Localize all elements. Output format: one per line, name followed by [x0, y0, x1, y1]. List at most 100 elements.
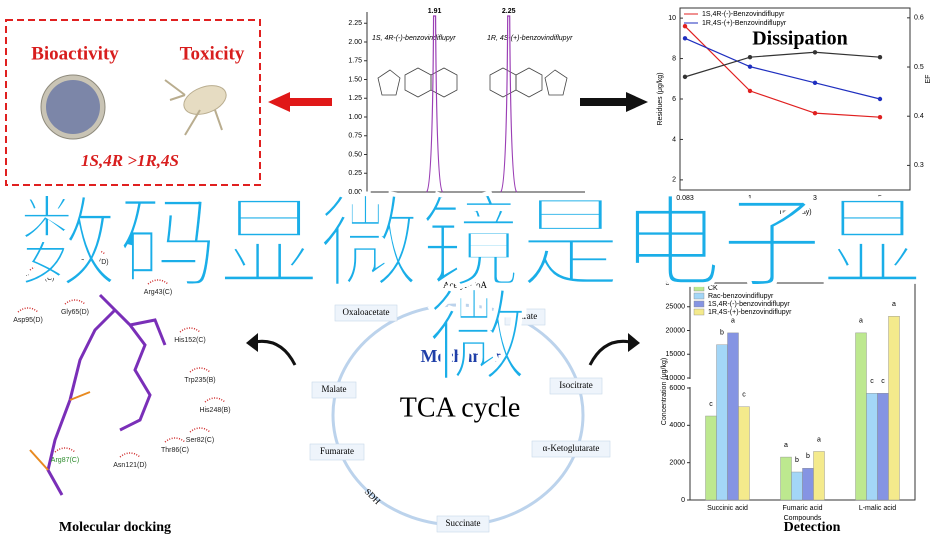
legend-swatch — [693, 292, 705, 300]
x-axis-label: Compounds — [784, 515, 822, 522]
point — [747, 64, 753, 69]
arrow-left — [268, 92, 332, 112]
y-tick-label: 0.75 — [348, 133, 362, 140]
peak-label: 2.25 — [502, 8, 516, 15]
bar — [866, 393, 878, 501]
significance-letter: a — [859, 318, 863, 325]
residue-label: Thr86(C) — [161, 447, 189, 454]
bar — [705, 415, 717, 501]
contact-arc — [84, 249, 106, 255]
point — [812, 50, 818, 55]
bioactivity-label: Bioactivity — [31, 43, 119, 64]
arrow-right — [580, 92, 648, 112]
acetyl-coa: Acetyl-CoA — [443, 280, 487, 290]
y2-tick-label: 0.5 — [914, 64, 924, 71]
point — [877, 96, 883, 102]
significance-letter: c — [881, 378, 885, 385]
series-line — [684, 51, 881, 78]
chart-title: Dissipation — [752, 28, 848, 50]
box — [504, 308, 546, 326]
x-tick-label: 5 — [878, 195, 882, 202]
plot-frame — [679, 7, 911, 191]
malate: Malate — [322, 384, 347, 394]
significance-letter: c — [870, 378, 874, 385]
bar — [813, 451, 825, 501]
significance-letter: a — [892, 301, 896, 308]
y-tick-label: 2.00 — [348, 39, 362, 46]
y2-tick-label: 0.6 — [914, 15, 924, 22]
citrate: Citrate — [513, 311, 538, 321]
ligand — [46, 293, 167, 496]
legend-label: CK — [708, 285, 718, 292]
x-tick-label: 3 — [813, 195, 817, 202]
point — [877, 115, 883, 120]
chart-title: Detection — [784, 520, 841, 535]
contact-arc — [54, 447, 76, 453]
compound-b: 1R, 4S-(+)-benzovindiflupyr — [487, 35, 573, 42]
docking-title: Molecular docking — [59, 520, 171, 535]
residue-label: Trp235(B) — [184, 377, 215, 384]
docking: Molecular docking Tyr58(D) Ile259(C) Arg43… — [13, 249, 231, 535]
y-tick-label: 4000 — [669, 422, 685, 429]
x-axis-label: Time (day) — [778, 209, 811, 216]
residue-label: Asp95(D) — [13, 317, 43, 324]
daphnia — [164, 79, 227, 136]
overlay-line-1: 数码显微镜是电子显 — [18, 185, 923, 302]
y-tick-label: 30000 — [666, 280, 686, 287]
y-tick-label: 1.75 — [348, 58, 362, 65]
contact-arc — [164, 437, 186, 443]
y-tick-label: 1.00 — [348, 114, 362, 121]
significance-letter: c — [709, 401, 713, 408]
arrowhead — [628, 333, 640, 352]
residue-label: Arg43(C) — [144, 289, 172, 296]
bar — [802, 468, 814, 501]
point — [812, 110, 818, 116]
y-axis-label: Residues (μg/kg) — [657, 72, 664, 125]
residue-label: Tyr58(D) — [81, 259, 108, 266]
residue-label: Ser82(C) — [186, 437, 214, 444]
ketoglutarate: α-Ketoglutarate — [543, 443, 600, 453]
contact-arc — [189, 427, 211, 433]
contact-arc — [179, 327, 201, 333]
petri-medium — [46, 80, 100, 134]
contact-arc — [189, 367, 211, 373]
point — [682, 24, 688, 29]
residue-label: His152(C) — [174, 337, 206, 344]
dissipation-chart: 2 4 6 8 10 0.3 0.4 0.5 0.6 0.083 1 3 5 Time (day) Resi… — [657, 7, 932, 216]
axis-break — [686, 379, 694, 387]
chromatogram: 1S, 4R-(-)-benzovindiflupyr 1R, 4S-(+)-b… — [348, 8, 585, 196]
tca-title: TCA cycle — [400, 392, 521, 423]
legend-label: 1S,4R-(-)-Benzovindiflupyr — [702, 11, 785, 18]
y-tick-label: 8 — [672, 55, 676, 62]
x-tick-label: 1 — [748, 195, 752, 202]
contact-arc — [204, 397, 226, 403]
peak — [426, 15, 444, 193]
contact-arc — [29, 265, 51, 271]
bar — [877, 393, 889, 501]
y-tick-label: 25000 — [666, 304, 686, 311]
isocitrate: Isocitrate — [559, 380, 592, 390]
legend-label: Rac-benzovindiflupyr — [708, 293, 774, 300]
x-tick-label: Fumaric acid — [782, 505, 822, 512]
fumarate: Fumarate — [320, 446, 354, 456]
succinate: Succinate — [446, 518, 481, 528]
series-line — [684, 25, 881, 118]
bar — [791, 471, 803, 501]
contact-arc — [17, 307, 39, 313]
point — [682, 36, 688, 41]
residue-label: Ile259(C) — [26, 275, 55, 282]
y2-tick-label: 0.3 — [914, 162, 924, 169]
y-tick-label: 0.25 — [348, 170, 362, 177]
x-tick-label: L-malic acid — [859, 505, 896, 512]
significance-letter: a — [817, 436, 821, 443]
legend-label: 1R,4S-(+)-benzovindiflupyr — [708, 309, 792, 316]
box — [334, 304, 398, 322]
bar — [716, 344, 728, 501]
contact-arc — [64, 299, 86, 305]
y-tick-label: 2 — [672, 177, 676, 184]
oxaloacetate: Oxaloacetate — [343, 307, 390, 317]
significance-letter: c — [742, 392, 746, 399]
point — [682, 74, 688, 80]
residue-stick — [29, 391, 91, 471]
